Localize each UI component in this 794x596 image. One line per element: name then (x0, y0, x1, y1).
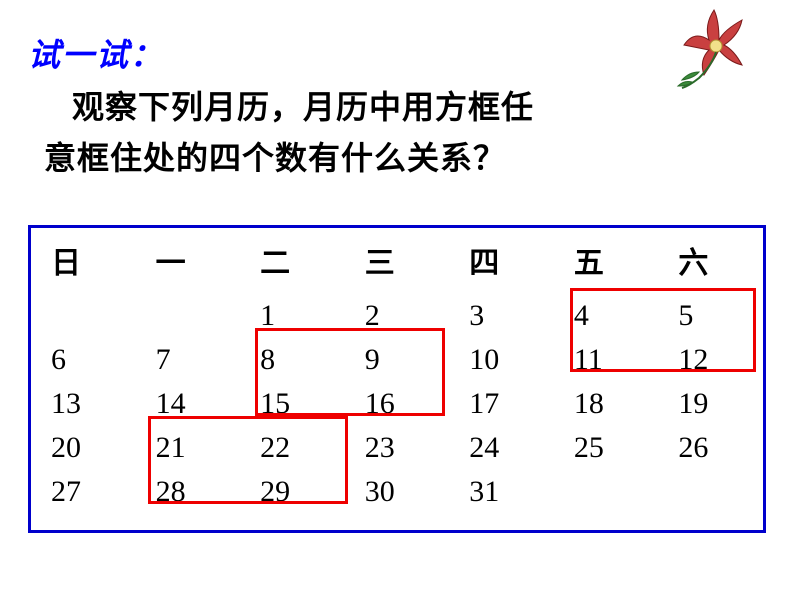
flower-decoration (664, 0, 774, 95)
calendar-cell: 16 (345, 382, 450, 426)
calendar-cell: 4 (554, 294, 659, 338)
calendar-cell: 2 (345, 294, 450, 338)
calendar-cell: 19 (658, 382, 763, 426)
calendar-cell: 7 (136, 338, 241, 382)
calendar-cell: 18 (554, 382, 659, 426)
calendar-cell: 11 (554, 338, 659, 382)
calendar-cell: 9 (345, 338, 450, 382)
calendar-cell: 31 (449, 470, 554, 514)
weekday-header: 四 (449, 238, 554, 294)
weekday-header: 六 (658, 238, 763, 294)
calendar-cell: 22 (240, 426, 345, 470)
calendar-cell: 10 (449, 338, 554, 382)
calendar-cell (31, 294, 136, 338)
calendar-body: 1 2 3 4 5 6 7 8 9 10 11 12 13 14 15 16 1… (31, 294, 763, 514)
calendar-cell: 6 (31, 338, 136, 382)
calendar-cell: 27 (31, 470, 136, 514)
calendar-cell: 24 (449, 426, 554, 470)
calendar-cell: 13 (31, 382, 136, 426)
calendar-cell: 28 (136, 470, 241, 514)
calendar-row: 13 14 15 16 17 18 19 (31, 382, 763, 426)
calendar-cell: 14 (136, 382, 241, 426)
calendar-cell: 20 (31, 426, 136, 470)
calendar-cell (658, 470, 763, 514)
calendar-cell: 15 (240, 382, 345, 426)
calendar-cell: 21 (136, 426, 241, 470)
calendar-cell: 25 (554, 426, 659, 470)
calendar-cell: 12 (658, 338, 763, 382)
question-text: 观察下列月历，月历中用方框任 意框住处的四个数有什么关系？ (36, 82, 756, 184)
weekday-header: 五 (554, 238, 659, 294)
calendar-row: 20 21 22 23 24 25 26 (31, 426, 763, 470)
calendar-cell (136, 294, 241, 338)
calendar-row: 6 7 8 9 10 11 12 (31, 338, 763, 382)
question-line-2: 意框住处的四个数有什么关系？ (44, 133, 756, 184)
calendar-cell: 8 (240, 338, 345, 382)
question-line-1: 观察下列月历，月历中用方框任 (72, 82, 756, 133)
calendar-container: 日 一 二 三 四 五 六 1 2 3 4 5 6 7 8 (28, 225, 766, 533)
calendar-cell: 17 (449, 382, 554, 426)
calendar-cell (554, 470, 659, 514)
calendar-cell: 3 (449, 294, 554, 338)
calendar-cell: 30 (345, 470, 450, 514)
calendar-row: 27 28 29 30 31 (31, 470, 763, 514)
weekday-header: 三 (345, 238, 450, 294)
calendar-cell: 29 (240, 470, 345, 514)
calendar-cell: 23 (345, 426, 450, 470)
weekday-header: 二 (240, 238, 345, 294)
calendar-cell: 5 (658, 294, 763, 338)
weekday-header: 一 (136, 238, 241, 294)
weekday-header: 日 (31, 238, 136, 294)
calendar-row: 1 2 3 4 5 (31, 294, 763, 338)
calendar-table: 日 一 二 三 四 五 六 1 2 3 4 5 6 7 8 (31, 238, 763, 514)
calendar-header-row: 日 一 二 三 四 五 六 (31, 238, 763, 294)
calendar-cell: 1 (240, 294, 345, 338)
title-heading: 试一试： (28, 30, 164, 76)
calendar-cell: 26 (658, 426, 763, 470)
